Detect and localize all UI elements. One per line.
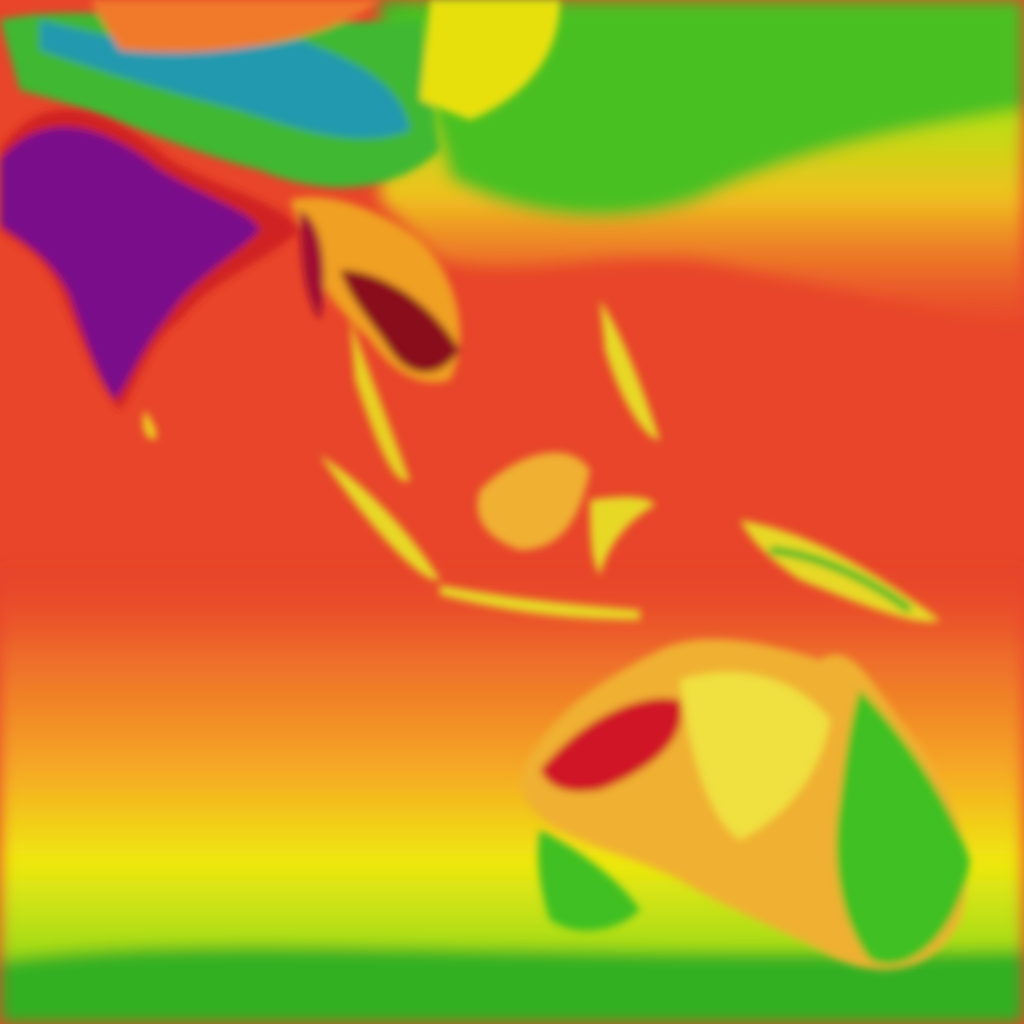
southeast-asia — [290, 197, 460, 482]
indonesia-islands — [320, 300, 940, 622]
india — [0, 109, 300, 440]
northern-band — [380, 0, 1024, 330]
australia — [520, 639, 970, 970]
tibet-plateau — [0, 0, 560, 188]
